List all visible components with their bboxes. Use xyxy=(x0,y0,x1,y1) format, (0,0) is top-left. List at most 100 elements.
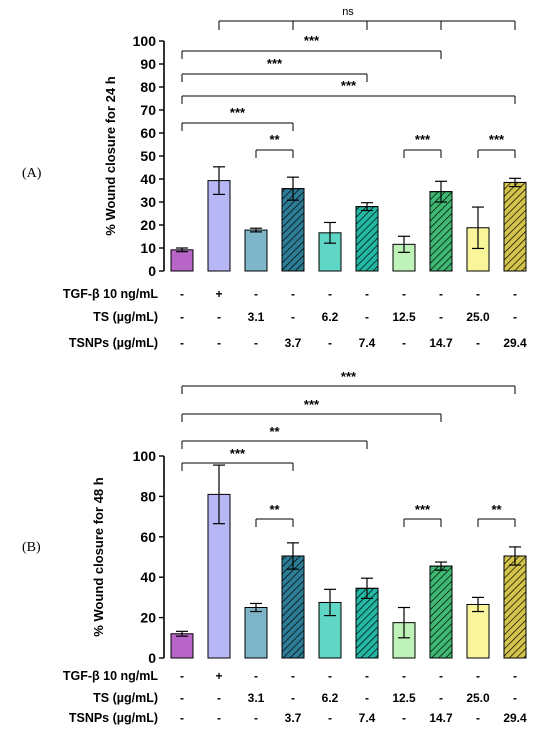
panel-label: (B) xyxy=(22,540,41,555)
significance-label: ** xyxy=(491,502,502,517)
treatment-cell: - xyxy=(402,336,406,350)
treatment-cell: - xyxy=(217,711,221,725)
treatment-row-label: TSNPs (µg/mL) xyxy=(69,336,158,350)
treatment-cell: - xyxy=(476,711,480,725)
y-tick-label: 0 xyxy=(148,650,156,666)
treatment-cell: - xyxy=(180,691,184,705)
y-tick-label: 30 xyxy=(140,194,156,210)
treatment-cell: - xyxy=(217,336,221,350)
treatment-cell: 7.4 xyxy=(359,336,376,350)
y-tick-label: 20 xyxy=(140,610,156,626)
y-tick-label: 90 xyxy=(140,56,156,72)
treatment-row-label: TS (µg/mL) xyxy=(93,691,158,705)
y-tick-label: 80 xyxy=(140,79,156,95)
treatment-cell: - xyxy=(476,287,480,301)
treatment-cell: - xyxy=(365,691,369,705)
panel-a-chart: (A) 0 10 20 30 40 50 60 70 80 90 100 % Wound closure… xyxy=(22,6,527,350)
y-tick-label: 40 xyxy=(140,569,156,585)
bar xyxy=(466,603,490,659)
treatment-cell: + xyxy=(215,287,222,301)
treatment-row-label: TGF-β 10 ng/mL xyxy=(63,287,158,301)
y-tick-label: 70 xyxy=(140,102,156,118)
treatment-cell: - xyxy=(402,287,406,301)
significance-label: *** xyxy=(267,56,283,71)
bar xyxy=(244,229,268,272)
y-axis-title: % Wound closure for 48 h xyxy=(91,477,106,636)
treatment-cell: 3.1 xyxy=(248,691,265,705)
treatment-cell: - xyxy=(402,711,406,725)
bar-hatch xyxy=(281,188,305,272)
treatment-cell: 6.2 xyxy=(322,691,339,705)
treatment-row-label: TS (µg/mL) xyxy=(93,310,158,324)
treatment-cell: 29.4 xyxy=(503,711,527,725)
treatment-cell: - xyxy=(254,287,258,301)
treatment-cell: 6.2 xyxy=(322,310,339,324)
bar-hatch xyxy=(281,555,305,659)
treatment-cell: - xyxy=(291,691,295,705)
y-tick-label: 80 xyxy=(140,488,156,504)
bar-hatch xyxy=(503,555,527,659)
treatment-cell: - xyxy=(180,711,184,725)
treatment-cell: - xyxy=(513,310,517,324)
bar xyxy=(170,633,194,659)
treatment-cell: - xyxy=(439,287,443,301)
significance-label: ** xyxy=(269,132,280,147)
y-tick-label: 0 xyxy=(148,263,156,279)
treatment-cell: 14.7 xyxy=(429,711,453,725)
treatment-cell: 14.7 xyxy=(429,336,453,350)
y-tick-label: 60 xyxy=(140,125,156,141)
treatment-cell: - xyxy=(180,310,184,324)
significance-label: *** xyxy=(415,502,431,517)
treatment-cell: 7.4 xyxy=(359,711,376,725)
treatment-cell: - xyxy=(513,287,517,301)
y-tick-label: 60 xyxy=(140,529,156,545)
treatment-cell: - xyxy=(476,336,480,350)
treatment-cell: - xyxy=(513,691,517,705)
treatment-row-label: TSNPs (µg/mL) xyxy=(69,711,158,725)
y-tick-label: 100 xyxy=(133,33,157,49)
significance-label: ns xyxy=(342,6,354,18)
bar-hatch xyxy=(503,181,527,272)
significance-label: *** xyxy=(415,132,431,147)
bar-hatch xyxy=(429,565,453,659)
significance-label: *** xyxy=(341,369,357,384)
panel-b-chart: (B) 0 20 40 60 80 100 % Wound closure for 48 h T… xyxy=(22,369,527,725)
bar-hatch xyxy=(355,206,379,272)
treatment-cell: - xyxy=(254,336,258,350)
y-axis-title: % Wound closure for 24 h xyxy=(103,76,118,235)
y-tick-label: 50 xyxy=(140,148,156,164)
y-tick-label: 10 xyxy=(140,240,156,256)
treatment-cell: - xyxy=(513,669,517,683)
y-tick-label: 40 xyxy=(140,171,156,187)
significance-label: *** xyxy=(230,105,246,120)
bar-hatch xyxy=(429,191,453,272)
treatment-cell: + xyxy=(215,669,222,683)
y-tick-label: 100 xyxy=(133,448,157,464)
treatment-cell: 3.7 xyxy=(285,336,302,350)
bar xyxy=(170,249,194,272)
treatment-cell: - xyxy=(217,691,221,705)
bar xyxy=(244,607,268,659)
significance-label: *** xyxy=(304,397,320,412)
y-tick-label: 20 xyxy=(140,217,156,233)
treatment-cell: - xyxy=(291,310,295,324)
treatment-cell: - xyxy=(439,691,443,705)
treatment-cell: - xyxy=(328,287,332,301)
significance-label: *** xyxy=(230,446,246,461)
panel-label: (A) xyxy=(22,166,42,181)
treatment-cell: - xyxy=(476,669,480,683)
treatment-cell: - xyxy=(439,669,443,683)
significance-label: *** xyxy=(304,33,320,48)
significance-label: ** xyxy=(269,424,280,439)
significance-label: *** xyxy=(489,132,505,147)
treatment-cell: - xyxy=(365,669,369,683)
treatment-cell: - xyxy=(291,287,295,301)
treatment-cell: - xyxy=(291,669,295,683)
treatment-cell: 25.0 xyxy=(466,310,490,324)
significance-label: *** xyxy=(341,78,357,93)
treatment-cell: 12.5 xyxy=(392,310,416,324)
treatment-cell: - xyxy=(402,669,406,683)
treatment-cell: 12.5 xyxy=(392,691,416,705)
treatment-cell: - xyxy=(439,310,443,324)
